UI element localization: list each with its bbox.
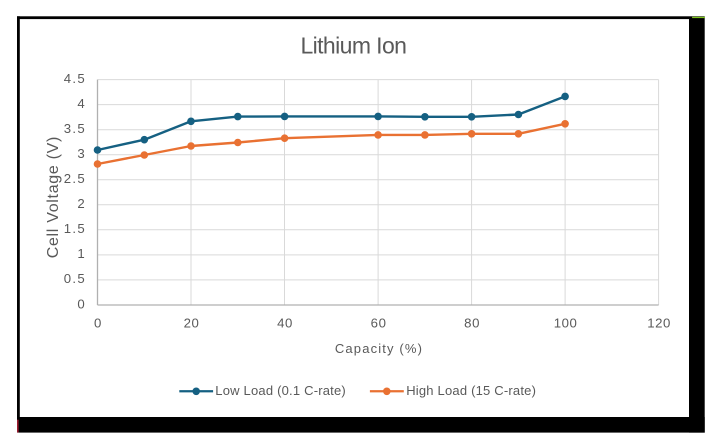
svg-text:80: 80 [464, 316, 480, 331]
svg-text:4.5: 4.5 [64, 71, 86, 86]
svg-text:0.5: 0.5 [64, 271, 86, 286]
svg-text:Capacity (%): Capacity (%) [335, 341, 423, 356]
svg-text:High Load (15 C-rate): High Load (15 C-rate) [406, 383, 536, 398]
svg-text:Cell Voltage (V): Cell Voltage (V) [45, 136, 62, 258]
svg-text:0: 0 [77, 296, 86, 311]
svg-text:2: 2 [77, 196, 86, 211]
svg-text:60: 60 [371, 316, 387, 331]
svg-text:1: 1 [77, 246, 86, 261]
svg-text:Low Load (0.1 C-rate): Low Load (0.1 C-rate) [215, 383, 346, 398]
svg-text:3: 3 [77, 146, 86, 161]
svg-text:3.5: 3.5 [64, 121, 86, 136]
svg-text:2.5: 2.5 [64, 171, 86, 186]
svg-text:20: 20 [184, 316, 200, 331]
svg-text:120: 120 [647, 316, 671, 331]
svg-text:1.5: 1.5 [64, 221, 86, 236]
svg-text:0: 0 [94, 316, 102, 331]
svg-text:4: 4 [77, 96, 86, 111]
svg-text:Lithium Ion: Lithium Ion [300, 33, 406, 59]
svg-text:40: 40 [277, 316, 293, 331]
svg-text:100: 100 [554, 316, 578, 331]
